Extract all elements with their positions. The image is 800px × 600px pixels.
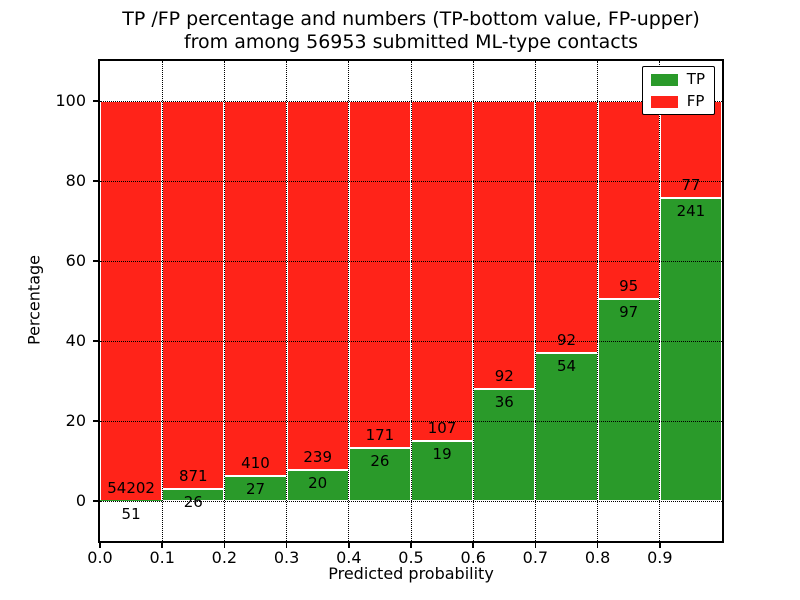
gridline-vertical — [410, 61, 412, 541]
fp-count-label: 871 — [178, 467, 208, 486]
y-tick-mark — [93, 100, 98, 102]
tp-count-label: 19 — [432, 444, 452, 463]
y-tick-label: 80 — [65, 171, 86, 190]
x-tick-mark — [348, 543, 350, 548]
tp-count-label: 36 — [494, 392, 514, 411]
fp-count-label: 171 — [365, 426, 395, 445]
fp-count-label: 92 — [556, 331, 577, 350]
tp-count-label: 26 — [370, 452, 390, 471]
x-tick-label: 0.0 — [87, 548, 113, 567]
x-tick-mark — [410, 543, 412, 548]
gridline-vertical — [597, 61, 599, 541]
x-tick-label: 0.9 — [647, 548, 673, 567]
x-tick-mark — [534, 543, 537, 548]
y-tick-label: 60 — [65, 251, 86, 270]
x-tick-label: 0.3 — [273, 548, 300, 567]
y-tick-mark — [93, 260, 98, 262]
x-tick-mark — [596, 543, 599, 548]
legend-label-tp: TP — [686, 70, 705, 88]
chart-title: TP /FP percentage and numbers (TP-bottom… — [100, 8, 722, 54]
legend-item-tp: TP — [650, 70, 705, 88]
tp-count-label: 27 — [245, 480, 266, 499]
legend: TP FP — [641, 66, 715, 115]
legend-label-fp: FP — [686, 92, 705, 110]
bar-fp-segment — [162, 101, 225, 490]
x-tick-label: 0.2 — [211, 548, 238, 567]
x-tick-mark — [285, 543, 288, 548]
bar-tp-segment — [411, 440, 474, 501]
fp-color-swatch — [650, 95, 678, 108]
bar-fp-segment — [659, 101, 722, 198]
bar-fp-segment — [100, 101, 163, 501]
gridline-vertical — [286, 61, 288, 541]
bar-fp-segment — [348, 101, 411, 449]
gridline-vertical — [161, 61, 163, 541]
y-tick-label: 40 — [65, 331, 86, 350]
y-tick-mark — [93, 420, 98, 422]
tp-count-label: 51 — [121, 504, 141, 523]
x-tick-mark — [659, 543, 661, 548]
bar-fp-segment — [535, 101, 598, 354]
y-tick-label: 0 — [75, 491, 86, 510]
y-tick-label: 100 — [55, 91, 86, 110]
bar-tp-segment — [100, 499, 163, 501]
tp-count-label: 54 — [556, 357, 577, 376]
x-tick-mark — [472, 543, 474, 548]
x-tick-label: 0.4 — [336, 548, 362, 567]
x-tick-label: 0.5 — [398, 548, 424, 567]
bar-tp-segment — [348, 448, 411, 501]
y-tick-mark — [93, 180, 98, 182]
bar-fp-segment — [286, 101, 349, 471]
chart-title-line1: TP /FP percentage and numbers (TP-bottom… — [122, 8, 700, 30]
x-tick-mark — [223, 543, 226, 548]
fp-count-label: 410 — [241, 454, 270, 473]
tp-count-label: 241 — [676, 201, 706, 220]
bar-fp-segment — [224, 101, 287, 477]
fp-count-label: 77 — [681, 175, 701, 194]
x-tick-label: 0.7 — [522, 548, 549, 567]
bar-tp-segment — [224, 476, 287, 501]
x-tick-label: 0.6 — [460, 548, 486, 567]
plot-area: TP FP 54202 51 871 26 410 27 239 20 171 26 107 19 92… — [98, 59, 724, 543]
fp-count-label: 92 — [494, 366, 514, 385]
bar-fp-segment — [411, 101, 474, 441]
x-tick-label: 0.1 — [149, 548, 175, 567]
bar-tp-segment — [597, 298, 660, 501]
fp-count-label: 107 — [427, 418, 457, 437]
tp-count-label: 97 — [619, 302, 639, 321]
legend-item-fp: FP — [650, 92, 705, 110]
bar-fp-segment — [597, 101, 660, 299]
y-tick-mark — [93, 500, 98, 502]
bar-tp-segment — [535, 353, 598, 501]
x-tick-mark — [161, 543, 163, 548]
bar-tp-segment — [286, 470, 349, 501]
bar-tp-segment — [659, 197, 722, 501]
gridline-vertical — [348, 61, 350, 541]
x-tick-mark — [99, 543, 101, 548]
chart-title-line2: from among 56953 submitted ML-type conta… — [183, 31, 639, 53]
tp-count-label: 20 — [308, 474, 328, 493]
gridline-vertical — [223, 61, 225, 541]
gridline-vertical — [659, 61, 661, 541]
y-tick-label: 20 — [65, 411, 86, 430]
x-axis-label: Predicted probability — [328, 564, 494, 583]
tp-color-swatch — [650, 73, 678, 86]
x-tick-label: 0.8 — [584, 548, 611, 567]
fp-count-label: 95 — [619, 276, 639, 295]
fp-count-label: 239 — [303, 448, 332, 467]
fp-count-label: 54202 — [107, 478, 155, 497]
tp-count-label: 26 — [183, 493, 203, 512]
gridline-vertical — [534, 61, 536, 541]
gridline-vertical — [472, 61, 474, 541]
y-tick-mark — [93, 340, 98, 342]
